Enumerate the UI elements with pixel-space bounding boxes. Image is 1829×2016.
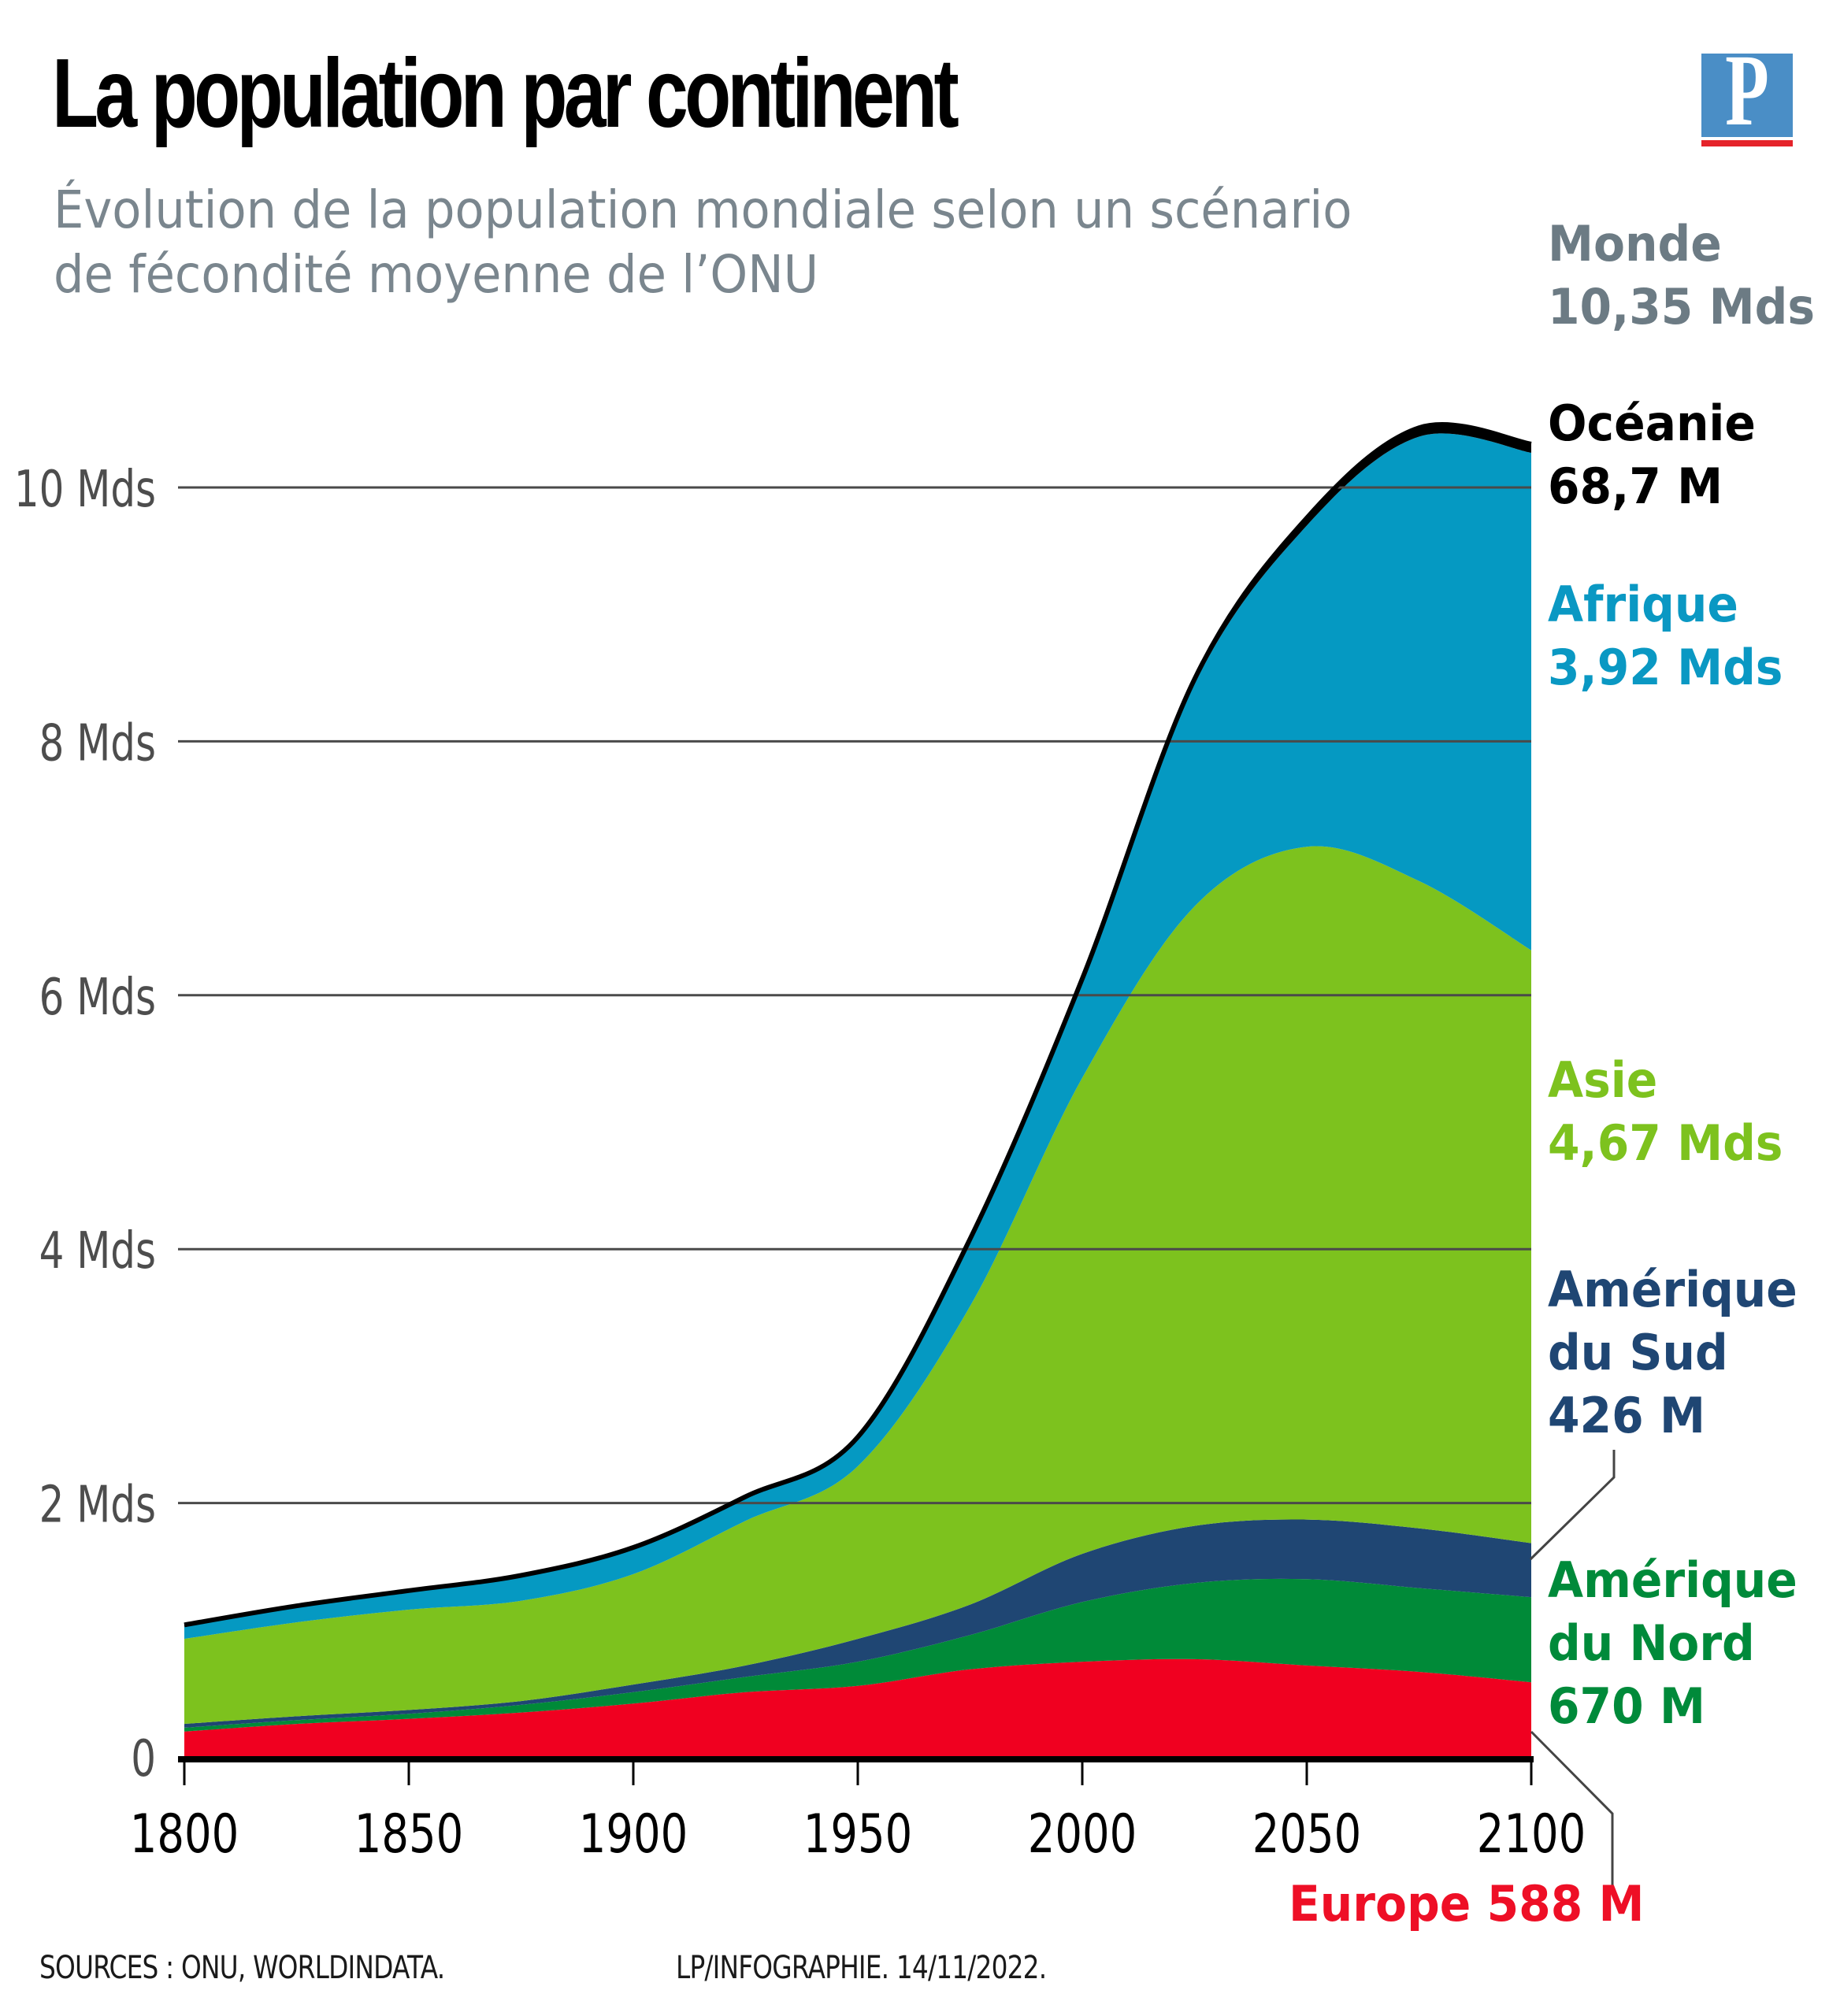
x-tick-label: 2050: [1252, 1803, 1361, 1866]
label-afrique: Afrique 3,92 Mds: [1548, 573, 1783, 699]
area-am-rique-du-sud: [184, 1519, 1531, 1728]
y-tick-label: 6 Mds: [39, 968, 156, 1027]
y-axis-labels: 0 2 Mds 4 Mds 6 Mds 8 Mds 10 Mds: [14, 460, 156, 1788]
y-tick-label: 8 Mds: [39, 713, 156, 773]
x-tick-label: 1950: [803, 1803, 912, 1866]
label-monde-name: Monde: [1548, 215, 1722, 272]
area-afrique: [184, 433, 1531, 1640]
x-axis-ticks: [183, 1762, 1533, 1785]
label-europe: Europe 588 M: [1289, 1875, 1645, 1933]
area-layers: [184, 424, 1531, 1757]
logo-underline: [1701, 140, 1793, 146]
y-tick-label: 4 Mds: [39, 1221, 156, 1280]
label-monde: Monde 10,35 Mds: [1548, 213, 1815, 339]
chart-title: La population par continent: [52, 39, 959, 148]
x-axis-labels: 1800 1850 1900 1950 2000 2050 2100: [130, 1803, 1586, 1866]
label-asie-name: Asie: [1548, 1051, 1658, 1109]
label-oceanie-name: Océanie: [1548, 395, 1756, 452]
gridlines: [178, 486, 1531, 1505]
label-amerique-sud-value: 426 M: [1548, 1387, 1705, 1444]
x-tick-label: 2000: [1028, 1803, 1137, 1866]
x-tick-label: 1800: [130, 1803, 239, 1866]
label-afrique-name: Afrique: [1548, 576, 1738, 633]
le-parisien-logo-icon: P: [1701, 54, 1793, 146]
chart-subtitle: Évolution de la population mondiale selo…: [54, 178, 1430, 307]
label-oceanie-value: 68,7 M: [1548, 458, 1723, 515]
leader-line-europe: [1530, 1730, 1614, 1895]
label-amerique-sud-name-1: Amérique: [1548, 1261, 1797, 1318]
subtitle-line-1: Évolution de la population mondiale selo…: [54, 180, 1352, 240]
y-tick-label: 10 Mds: [14, 460, 156, 519]
label-amerique-nord-name-2: du Nord: [1548, 1614, 1755, 1672]
x-tick-label: 2100: [1477, 1803, 1586, 1866]
logo-letter: P: [1725, 54, 1769, 137]
footer-credit: LP/INFOGRAPHIE. 14/11/2022.: [676, 1950, 1047, 1986]
leader-line-amerique-sud: [1529, 1450, 1616, 1561]
logo-box: P: [1701, 54, 1793, 137]
y-tick-label: 2 Mds: [39, 1475, 156, 1534]
label-amerique-nord-value: 670 M: [1548, 1677, 1705, 1735]
x-tick-label: 1850: [354, 1803, 463, 1866]
subtitle-line-2: de fécondité moyenne de l’ONU: [54, 244, 819, 305]
area-europe: [184, 1658, 1531, 1757]
label-asie: Asie 4,67 Mds: [1548, 1049, 1783, 1175]
label-oceanie: Océanie 68,7 M: [1548, 392, 1756, 518]
label-amerique-nord: Amérique du Nord 670 M: [1548, 1549, 1797, 1738]
area-am-rique-du-nord: [184, 1578, 1531, 1732]
y-tick-label: 0: [131, 1729, 156, 1788]
x-tick-label: 1900: [579, 1803, 688, 1866]
label-amerique-nord-name-1: Amérique: [1548, 1551, 1797, 1609]
oceanie-top-outline: [184, 422, 1532, 1628]
footer-sources: SOURCES : ONU, WORLDINDATA.: [39, 1950, 445, 1986]
label-amerique-sud-name-2: du Sud: [1548, 1324, 1728, 1381]
label-asie-value: 4,67 Mds: [1548, 1114, 1783, 1172]
area-asie: [184, 846, 1531, 1725]
label-afrique-value: 3,92 Mds: [1548, 639, 1783, 696]
label-monde-value: 10,35 Mds: [1548, 278, 1816, 335]
label-amerique-sud: Amérique du Sud 426 M: [1548, 1258, 1797, 1447]
